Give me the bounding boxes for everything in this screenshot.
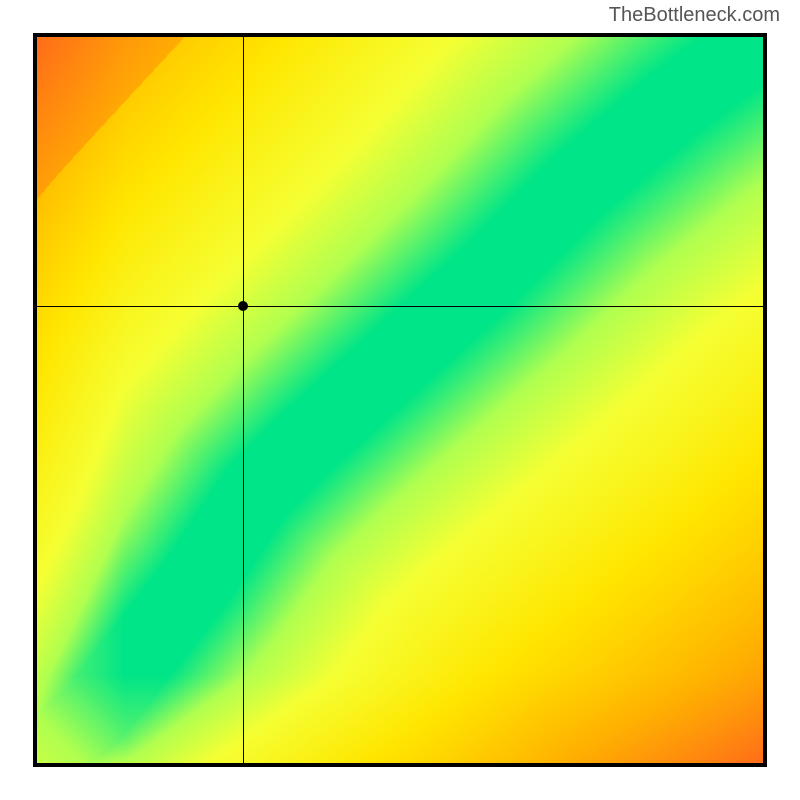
heatmap-area	[37, 37, 763, 763]
plot-frame	[33, 33, 767, 767]
crosshair-horizontal	[37, 306, 763, 307]
crosshair-marker	[238, 301, 248, 311]
attribution-text: TheBottleneck.com	[609, 4, 780, 27]
chart-container: TheBottleneck.com	[0, 0, 800, 800]
crosshair-vertical	[243, 37, 244, 763]
heatmap-canvas	[37, 37, 763, 763]
